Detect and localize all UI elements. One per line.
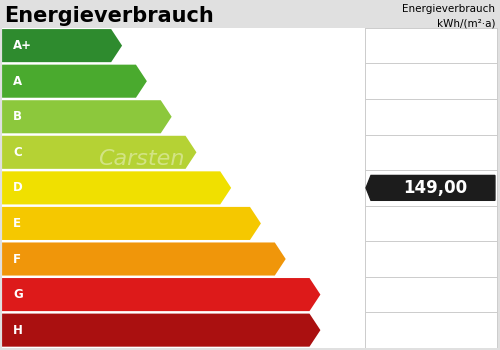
Polygon shape [2,136,196,169]
Text: B: B [13,110,22,123]
Text: 149,00: 149,00 [404,179,468,197]
Text: D: D [13,181,22,194]
Text: E: E [13,217,21,230]
Polygon shape [366,175,495,200]
Text: C: C [13,146,22,159]
Text: H: H [13,324,23,337]
Polygon shape [2,314,320,346]
Polygon shape [2,278,320,311]
Text: G: G [13,288,22,301]
Polygon shape [2,65,147,98]
Polygon shape [2,243,286,275]
Polygon shape [2,29,122,62]
Polygon shape [2,207,261,240]
Polygon shape [2,100,172,133]
Text: Carsten: Carsten [98,149,184,169]
Text: A+: A+ [13,39,32,52]
Text: Energieverbrauch: Energieverbrauch [4,6,214,26]
Text: F: F [13,252,21,266]
FancyBboxPatch shape [2,28,498,348]
Text: Energieverbrauch
kWh/(m²·a): Energieverbrauch kWh/(m²·a) [402,4,496,28]
Polygon shape [2,172,231,204]
Text: A: A [13,75,22,88]
